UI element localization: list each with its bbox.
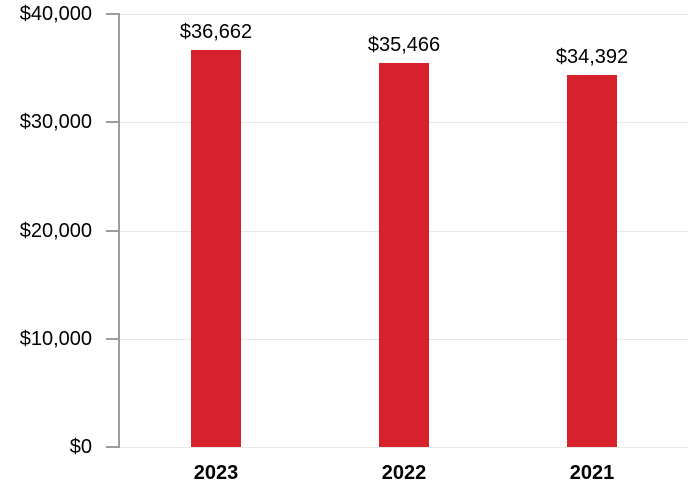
bar-value-label: $36,662 xyxy=(179,21,253,43)
y-axis-line xyxy=(118,13,120,448)
y-axis-tick xyxy=(106,13,120,15)
y-axis-tick xyxy=(106,338,120,340)
gridline xyxy=(120,447,688,448)
bar-value-label: $35,466 xyxy=(367,34,441,56)
y-axis-tick-label: $30,000 xyxy=(19,111,92,133)
y-axis-tick-label: $20,000 xyxy=(19,220,92,242)
x-axis-label: 2023 xyxy=(193,462,239,484)
gridline xyxy=(120,14,688,15)
bar-value-label: $34,392 xyxy=(555,46,629,68)
y-axis-tick xyxy=(106,446,120,448)
bar-2023 xyxy=(191,50,241,447)
y-axis-tick-label: $10,000 xyxy=(19,328,92,350)
y-axis-tick xyxy=(106,121,120,123)
bar-2022 xyxy=(379,63,429,447)
bar-2021 xyxy=(567,75,617,447)
y-axis-tick xyxy=(106,230,120,232)
x-axis-label: 2021 xyxy=(569,462,615,484)
y-axis-tick-label: $0 xyxy=(69,436,92,458)
y-axis-tick-label: $40,000 xyxy=(19,3,92,25)
x-axis-label: 2022 xyxy=(381,462,427,484)
